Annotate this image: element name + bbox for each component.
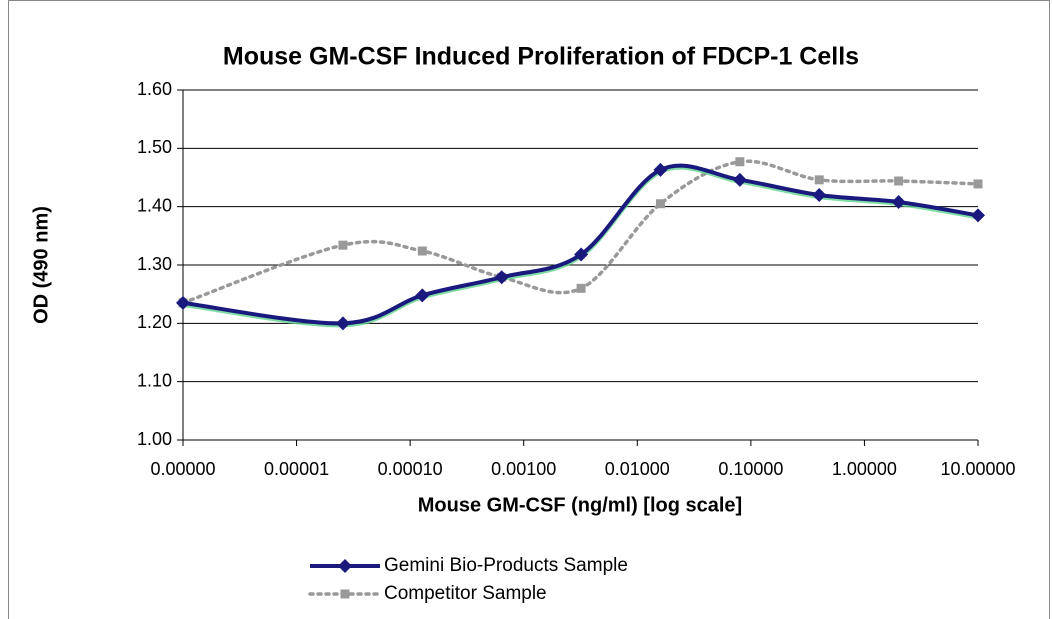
y-tick-label: 1.30 [137,254,172,274]
data-point [894,176,904,186]
data-point [415,288,430,303]
series-line-glow [182,165,979,328]
legend-label: Gemini Bio-Products Sample [384,555,628,576]
series-line [181,159,980,305]
x-tick-label: 1.00000 [832,459,897,479]
x-tick-label: 0.00100 [491,459,556,479]
legend-marker [338,559,352,573]
legend-marker [340,589,350,599]
data-point [655,199,665,209]
data-point [417,246,427,256]
y-tick-label: 1.50 [137,137,172,157]
data-point [494,270,509,285]
data-point [812,188,827,202]
chart-frame [8,0,1050,619]
data-point [973,179,983,189]
data-point [338,240,348,250]
data-point [814,175,824,185]
y-axis-title: OD (490 nm) [30,206,52,324]
legend-label: Competitor Sample [384,583,547,604]
x-tick-label: 0.00001 [264,459,329,479]
x-tick-label: 0.00010 [378,459,443,479]
y-tick-label: 1.10 [137,370,172,390]
series-line [182,163,979,326]
data-point [335,316,350,331]
x-tick-label: 0.00000 [150,459,215,479]
data-point [574,247,589,262]
x-tick-label: 0.10000 [718,459,783,479]
data-point [732,172,747,187]
chart-title: Mouse GM-CSF Induced Proliferation of FD… [223,43,859,71]
data-point [176,295,190,310]
y-tick-label: 1.20 [137,312,172,332]
data-point [653,162,668,177]
x-axis-title: Mouse GM-CSF (ng/ml) [log scale] [418,494,742,516]
y-tick-label: 1.00 [137,429,172,449]
y-tick-label: 1.40 [137,195,172,215]
x-tick-label: 0.01000 [605,459,670,479]
data-point [971,208,985,223]
data-point [576,283,586,293]
data-point [891,195,906,209]
x-tick-label: 10.00000 [940,459,1015,479]
data-point [735,157,745,167]
y-tick-label: 1.60 [137,79,172,99]
